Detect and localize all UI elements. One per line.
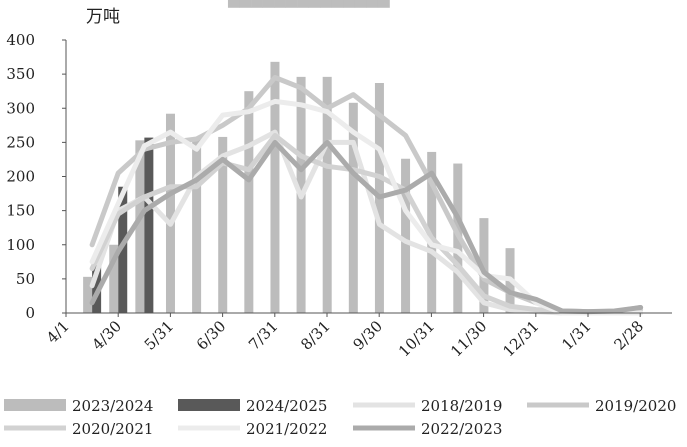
legend-label-2021/2022: 2021/2022 [246,420,327,438]
bar-2023/2024 [479,218,489,313]
legend: 2023/2024 2024/2025 2018/2019 2019/2020 2020… [4,397,676,438]
bar-2023/2024 [322,76,332,313]
y-tick-label: 50 [16,270,35,288]
title-remnant: ▆▆▆▆▆▆▆▆▆▆▆▆▆▆ [227,0,390,8]
x-tick-label: 11/30 [447,317,490,360]
x-tick-label: 8/31 [297,317,334,354]
y-tick-label: 0 [25,304,35,322]
x-tick-label: 4/1 [43,317,73,347]
y-tick-label: 350 [6,65,35,83]
x-tick-label: 5/31 [141,317,178,354]
x-tick-label: 1/31 [558,317,595,354]
y-unit-label: 万吨 [86,7,120,27]
bar-2023/2024 [135,140,145,313]
bar-2023/2024 [427,151,437,313]
bar-2023/2024 [348,102,358,313]
bars-layer [83,61,541,314]
legend-label-2022/2023: 2022/2023 [421,420,502,438]
y-tick-labels: 0 50 100 150 200 250 300 350 400 [6,31,35,322]
bar-2023/2024 [270,61,280,314]
legend-swatch-2024/2025 [178,399,240,411]
legend-label-2019/2020: 2019/2020 [595,397,676,415]
bar-2023/2024 [109,244,119,313]
y-tick-label: 150 [6,202,35,220]
x-tick-label: 2/28 [610,317,647,354]
y-tick-label: 250 [6,133,35,151]
line-2022/2023 [89,139,644,315]
legend-label-2023/2024: 2023/2024 [72,397,153,415]
bar-2023/2024 [401,158,411,313]
y-tick-label: 100 [6,236,35,254]
lines-layer [89,75,644,316]
bar-2023/2024 [218,136,228,313]
bar-2023/2024 [192,138,202,313]
y-tick-label: 200 [6,168,35,186]
x-tick-label: 10/31 [395,317,438,360]
y-tick-label: 300 [6,99,35,117]
bar-2024/2025 [118,186,128,313]
x-tick-label: 4/30 [88,317,125,354]
bar-2023/2024 [165,113,175,314]
bar-2023/2024 [83,276,93,313]
x-tick-label: 6/30 [193,317,230,354]
bar-2024/2025 [144,137,154,313]
legend-label-2018/2019: 2018/2019 [421,397,502,415]
y-tick-label: 400 [6,31,35,49]
bar-2023/2024 [244,91,254,313]
legend-label-2020/2021: 2020/2021 [72,420,153,438]
legend-label-2024/2025: 2024/2025 [246,397,327,415]
cut-title-text: ▆▆▆▆▆▆▆▆▆▆▆▆▆▆ [227,0,390,8]
x-tick-labels: 4/1 4/30 5/31 6/30 7/31 8/31 9/30 10/31 11/30 12/… [43,317,647,360]
x-tick-label: 7/31 [245,317,282,354]
x-tick-label: 12/31 [499,317,542,360]
axes-layer [62,39,672,317]
x-tick-label: 9/30 [349,317,386,354]
legend-swatch-2023/2024 [4,399,66,411]
